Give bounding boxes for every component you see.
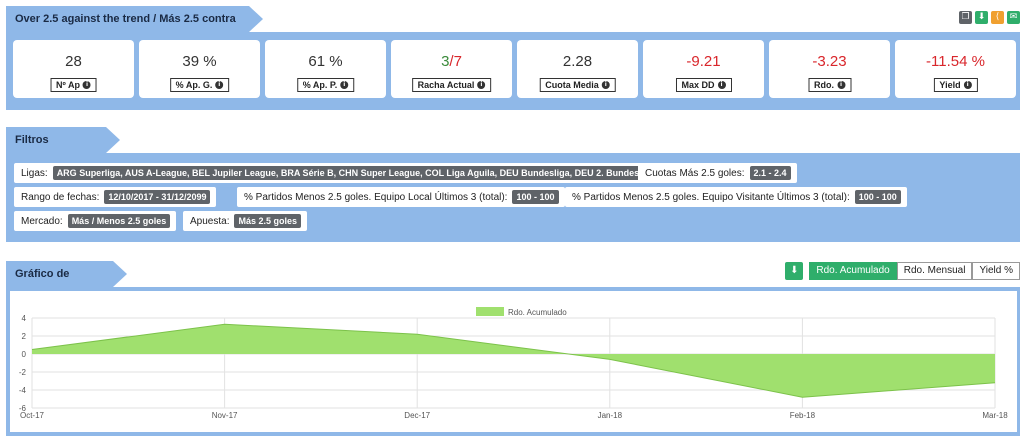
stat-card-n-ap: 28 Nº Ap i bbox=[13, 40, 134, 98]
stat-value: -3.23 bbox=[812, 53, 847, 70]
stat-value: 2.28 bbox=[562, 53, 593, 70]
filter-local: % Partidos Menos 2.5 goles. Equipo Local… bbox=[237, 187, 565, 207]
x-tick-label: Mar-18 bbox=[982, 411, 1008, 420]
stat-label[interactable]: Cuota Media i bbox=[539, 78, 616, 93]
y-tick-label: -4 bbox=[19, 386, 27, 395]
results-title: Gráfico de Resultados bbox=[6, 261, 127, 306]
filters-header: Filtros Seleccionados bbox=[6, 127, 1020, 172]
stat-label[interactable]: Rdo. i bbox=[808, 78, 851, 93]
tab-yield[interactable]: Yield % bbox=[972, 262, 1020, 280]
filter-apuesta: Apuesta: Más 2.5 goles bbox=[183, 211, 308, 231]
filters-title: Filtros Seleccionados bbox=[6, 127, 120, 172]
series-area bbox=[32, 324, 995, 398]
info-icon[interactable]: i bbox=[963, 81, 972, 90]
stat-card-ap-g: 39 % % Ap. G. i bbox=[139, 40, 260, 98]
filter-value: Más / Menos 2.5 goles bbox=[67, 214, 171, 228]
y-tick-label: 4 bbox=[22, 314, 27, 323]
copy-icon[interactable]: ❐ bbox=[959, 11, 972, 24]
info-icon[interactable]: i bbox=[837, 81, 845, 90]
legend-swatch bbox=[476, 307, 504, 316]
chart-toolbar: ⬇ Rdo. Acumulado Rdo. Mensual Yield % bbox=[785, 262, 1020, 280]
x-tick-label: Dec-17 bbox=[404, 411, 430, 420]
info-icon[interactable]: i bbox=[601, 81, 610, 90]
stat-card-rdo: -3.23 Rdo. i bbox=[769, 40, 890, 98]
stat-label[interactable]: Nº Ap i bbox=[50, 78, 97, 93]
stat-value: 3/7 bbox=[441, 53, 462, 70]
filter-value: 12/10/2017 - 31/12/2099 bbox=[104, 190, 211, 204]
filter-ligas: Ligas: ARG Superliga, AUS A-League, BEL J… bbox=[14, 163, 675, 183]
x-tick-label: Feb-18 bbox=[790, 411, 816, 420]
summary-header: Over 2.5 against the trend / Más 2.5 con… bbox=[6, 6, 1020, 51]
y-tick-label: 2 bbox=[22, 332, 27, 341]
tab-rdo-acumulado[interactable]: Rdo. Acumulado bbox=[809, 262, 897, 280]
stat-label[interactable]: % Ap. P. i bbox=[296, 78, 355, 93]
stat-card-cuota-media: 2.28 Cuota Media i bbox=[517, 40, 638, 98]
stat-value: 39 % bbox=[182, 53, 217, 70]
stat-value: -9.21 bbox=[686, 53, 721, 70]
filter-visitante: % Partidos Menos 2.5 goles. Equipo Visit… bbox=[565, 187, 907, 207]
legend-label: Rdo. Acumulado bbox=[508, 308, 567, 317]
stat-label[interactable]: Max DD i bbox=[675, 78, 732, 93]
stat-cards: 28 Nº Ap i 39 % % Ap. G. i 61 % % Ap. P. i … bbox=[13, 40, 1016, 98]
info-icon[interactable]: i bbox=[215, 81, 224, 90]
stat-label[interactable]: Yield i bbox=[933, 78, 978, 93]
stat-value: 61 % bbox=[308, 53, 343, 70]
series-line bbox=[31, 323, 996, 398]
share-icon[interactable]: ⟨ bbox=[991, 11, 1004, 24]
stat-value: 28 bbox=[65, 53, 82, 70]
stat-label[interactable]: Racha Actual i bbox=[411, 78, 492, 93]
tab-rdo-mensual[interactable]: Rdo. Mensual bbox=[896, 262, 973, 280]
filter-rango-fechas: Rango de fechas: 12/10/2017 - 31/12/2099 bbox=[14, 187, 217, 207]
x-tick-label: Jan-18 bbox=[598, 411, 623, 420]
y-tick-label: -6 bbox=[19, 404, 27, 413]
filter-mercado: Mercado: Más / Menos 2.5 goles bbox=[14, 211, 177, 231]
info-icon[interactable]: i bbox=[82, 81, 91, 90]
filter-value: ARG Superliga, AUS A-League, BEL Jupiler… bbox=[52, 166, 669, 180]
filter-value: 100 - 100 bbox=[512, 190, 559, 204]
summary-toolbar: ❐ ⬇ ⟨ ✉ bbox=[959, 11, 1020, 24]
x-tick-label: Oct-17 bbox=[20, 411, 45, 420]
email-icon[interactable]: ✉ bbox=[1007, 11, 1020, 24]
info-icon[interactable]: i bbox=[340, 81, 349, 90]
info-icon[interactable]: i bbox=[477, 81, 486, 90]
filter-value: 100 - 100 bbox=[854, 190, 901, 204]
y-tick-label: 0 bbox=[22, 350, 27, 359]
x-tick-label: Nov-17 bbox=[212, 411, 238, 420]
filter-value: 2.1 - 2.4 bbox=[749, 166, 791, 180]
stat-card-max-dd: -9.21 Max DD i bbox=[643, 40, 764, 98]
filter-value: Más 2.5 goles bbox=[234, 214, 302, 228]
summary-title: Over 2.5 against the trend / Más 2.5 con… bbox=[6, 6, 263, 51]
y-tick-label: -2 bbox=[19, 368, 27, 377]
chart-panel: 4 2 0 -2 -4 -6 Oct-17 Nov-17 Dec-17 Jan-18 Feb-18 M… bbox=[6, 287, 1020, 436]
stat-card-ap-p: 61 % % Ap. P. i bbox=[265, 40, 386, 98]
stat-card-yield: -11.54 % Yield i bbox=[895, 40, 1016, 98]
chart-download-icon[interactable]: ⬇ bbox=[785, 262, 804, 280]
download-icon[interactable]: ⬇ bbox=[975, 11, 988, 24]
chart-area: 4 2 0 -2 -4 -6 Oct-17 Nov-17 Dec-17 Jan-18 Feb-18 M… bbox=[10, 291, 1017, 432]
chart-mode-selector: Rdo. Acumulado Rdo. Mensual Yield % bbox=[809, 262, 1020, 280]
stat-label[interactable]: % Ap. G. i bbox=[169, 78, 230, 93]
stat-value: -11.54 % bbox=[926, 53, 985, 70]
stat-card-racha: 3/7 Racha Actual i bbox=[391, 40, 512, 98]
filter-cuotas: Cuotas Más 2.5 goles: 2.1 - 2.4 bbox=[638, 163, 797, 183]
info-icon[interactable]: i bbox=[717, 81, 726, 90]
